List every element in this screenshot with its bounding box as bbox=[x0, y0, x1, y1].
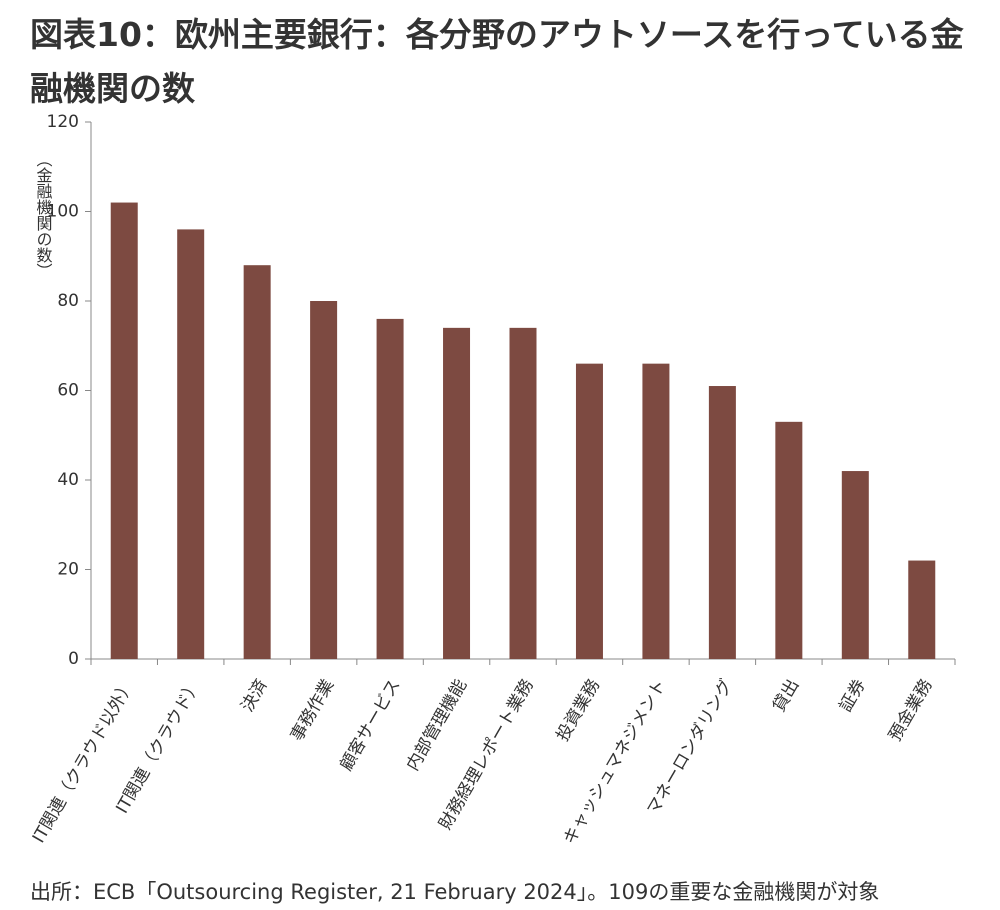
x-tick-label: 事務作業 bbox=[287, 676, 338, 745]
x-tick-label: 預金業務 bbox=[885, 676, 936, 745]
bar bbox=[243, 265, 271, 659]
y-tick-label: 120 bbox=[47, 112, 79, 132]
y-tick-label: 80 bbox=[57, 291, 79, 311]
y-axis-label: （金融機関の数） bbox=[34, 151, 53, 279]
bar bbox=[177, 229, 205, 659]
x-tick-label: 顧客サービス bbox=[336, 676, 404, 774]
bar bbox=[908, 560, 936, 659]
bar bbox=[443, 327, 471, 659]
x-tick-label: 証券 bbox=[836, 676, 870, 715]
y-tick-label: 40 bbox=[57, 470, 79, 490]
bar bbox=[575, 363, 603, 659]
bar bbox=[310, 301, 338, 659]
y-tick-label: 20 bbox=[57, 560, 79, 580]
y-tick-label: 100 bbox=[47, 202, 79, 222]
x-tick-label: 貸出 bbox=[769, 676, 803, 715]
y-tick-label: 0 bbox=[68, 649, 79, 669]
source-note: 出所：ECB「Outsourcing Register, 21 February… bbox=[30, 880, 880, 904]
x-tick-label: IT関連（クラウド以外） bbox=[29, 676, 139, 847]
bar bbox=[708, 386, 736, 659]
bar bbox=[775, 421, 803, 659]
y-tick-label: 60 bbox=[57, 381, 79, 401]
bar bbox=[642, 363, 670, 659]
bar bbox=[376, 318, 404, 659]
bar bbox=[110, 202, 138, 660]
bar bbox=[841, 471, 869, 659]
bar bbox=[509, 327, 537, 659]
x-tick-label: 内部管理機能 bbox=[403, 676, 471, 774]
chart-title: 図表10：欧州主要銀行：各分野のアウトソースを行っている金融機関の数 bbox=[30, 15, 964, 108]
chart: （金融機関の数） 020406080100120IT関連（クラウド以外）IT関連… bbox=[29, 112, 956, 848]
x-tick-label: 決済 bbox=[237, 676, 271, 715]
x-tick-label: 投資業務 bbox=[553, 676, 604, 745]
